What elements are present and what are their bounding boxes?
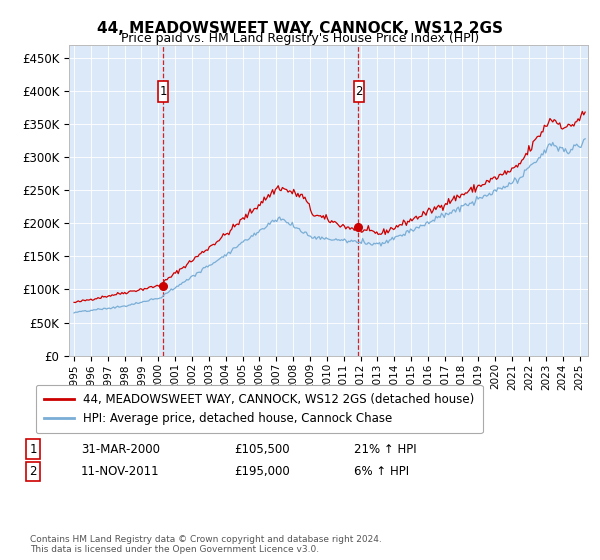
Text: 11-NOV-2011: 11-NOV-2011 <box>81 465 160 478</box>
Text: £105,500: £105,500 <box>234 442 290 456</box>
FancyBboxPatch shape <box>158 81 168 102</box>
Text: 6% ↑ HPI: 6% ↑ HPI <box>354 465 409 478</box>
Text: 21% ↑ HPI: 21% ↑ HPI <box>354 442 416 456</box>
Text: 1: 1 <box>159 85 167 97</box>
Text: 2: 2 <box>355 85 362 97</box>
Text: Price paid vs. HM Land Registry's House Price Index (HPI): Price paid vs. HM Land Registry's House … <box>121 32 479 45</box>
Legend: 44, MEADOWSWEET WAY, CANNOCK, WS12 2GS (detached house), HPI: Average price, det: 44, MEADOWSWEET WAY, CANNOCK, WS12 2GS (… <box>36 385 482 433</box>
FancyBboxPatch shape <box>353 81 364 102</box>
Text: 1: 1 <box>29 442 37 456</box>
Text: £195,000: £195,000 <box>234 465 290 478</box>
Text: 2: 2 <box>29 465 37 478</box>
Text: Contains HM Land Registry data © Crown copyright and database right 2024.
This d: Contains HM Land Registry data © Crown c… <box>30 535 382 554</box>
Text: 44, MEADOWSWEET WAY, CANNOCK, WS12 2GS: 44, MEADOWSWEET WAY, CANNOCK, WS12 2GS <box>97 21 503 36</box>
Text: 31-MAR-2000: 31-MAR-2000 <box>81 442 160 456</box>
